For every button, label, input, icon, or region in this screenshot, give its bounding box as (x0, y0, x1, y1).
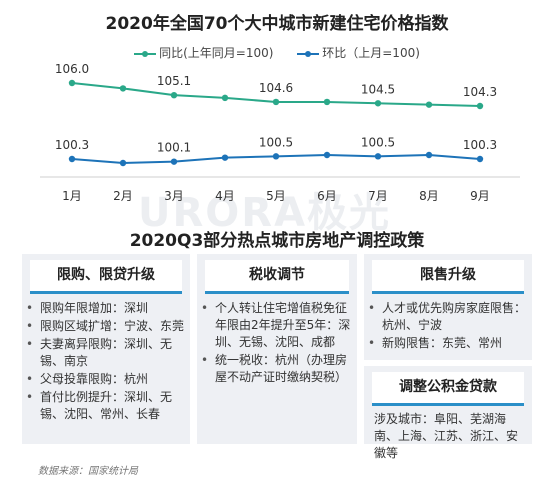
data-point (323, 151, 331, 159)
x-tick-label: 1月 (62, 189, 82, 203)
data-point (476, 102, 484, 110)
data-point (119, 159, 127, 167)
panel-header-sales: 限售升级 (372, 260, 524, 294)
data-label: 104.3 (463, 85, 497, 99)
x-tick-label: 6月 (317, 189, 337, 203)
data-point (170, 91, 178, 99)
data-point (119, 85, 127, 92)
x-tick-label: 2月 (113, 189, 133, 203)
source-note: 数据来源：国家统计局 (38, 466, 138, 477)
legend-item-yoy: 同比(上年同月=100) (134, 44, 273, 61)
x-tick-label: 8月 (419, 189, 439, 203)
list-item: 统一税收：杭州（办理房屋不动产证时缴纳契税） (197, 352, 351, 386)
data-label: 100.5 (259, 135, 293, 149)
legend-swatch-yoy (134, 50, 157, 57)
policy-title: 2020Q3部分热点城市房地产调控政策 (129, 231, 425, 251)
data-point (425, 151, 433, 159)
fund-cities-text: 涉及城市：阜阳、芜湖海南、上海、江苏、浙江、安徽等 (374, 412, 519, 460)
panel-tax: 税收调节 个人转让住宅增值税免征年限由2年提升至5年：深圳、无锡、沈阳、成都 统… (197, 254, 357, 444)
x-tick-label: 5月 (266, 189, 286, 203)
data-label: 100.3 (463, 138, 497, 152)
panel-purchase-loan: 限购、限贷升级 限购年限增加：深圳 限购区域扩增：宁波、东莞 夫妻离异限购：深圳… (22, 254, 190, 444)
list-item: 首付比例提升：深圳、无锡、沈阳、常州、长春 (22, 389, 184, 423)
purchase-list: 限购年限增加：深圳 限购区域扩增：宁波、东莞 夫妻离异限购：深圳、无锡、南京 父… (22, 300, 190, 423)
data-point (221, 154, 229, 161)
data-labels: 106.0 105.1 104.6 104.5 104.3 100.3 100.1 100.5… (55, 62, 497, 155)
list-item: 新购限售：东莞、常州 (364, 335, 526, 352)
chart-title: 2020年全国70个大中城市新建住宅价格指数 (105, 14, 449, 34)
x-tick-label: 7月 (368, 189, 388, 203)
legend-item-mom: 环比（上月=100) (297, 44, 420, 61)
list-item: 父母投靠限购：杭州 (22, 371, 184, 388)
x-tick-label: 3月 (164, 189, 184, 203)
panel-header-purchase: 限购、限贷升级 (30, 260, 182, 294)
data-label: 100.1 (157, 141, 191, 155)
data-point (68, 79, 76, 87)
panel-header-tax: 税收调节 (205, 260, 349, 294)
data-label: 104.6 (259, 81, 293, 95)
legend-swatch-mom (297, 50, 320, 57)
x-tick-label: 9月 (470, 189, 490, 203)
sales-list: 人才或优先购房家庭限售：杭州、宁波 新购限售：东莞、常州 (364, 300, 532, 352)
legend-label-yoy: 同比(上年同月=100) (159, 46, 274, 60)
series-layer (68, 79, 484, 167)
list-item: 个人转让住宅增值税免征年限由2年提升至5年：深圳、无锡、沈阳、成都 (197, 300, 351, 351)
panel-sales: 限售升级 人才或优先购房家庭限售：杭州、宁波 新购限售：东莞、常州 (364, 254, 532, 360)
chart-legend: 同比(上年同月=100) 环比（上月=100) (0, 44, 554, 61)
data-point (68, 155, 76, 163)
x-tick-label: 4月 (215, 189, 235, 203)
list-item: 限购年限增加：深圳 (22, 300, 184, 317)
data-label: 104.5 (361, 82, 395, 96)
data-point (476, 155, 484, 163)
list-item: 夫妻离异限购：深圳、无锡、南京 (22, 336, 184, 370)
data-label: 100.5 (361, 135, 395, 149)
panel-header-fund: 调整公积金贷款 (372, 372, 524, 406)
list-item: 人才或优先购房家庭限售：杭州、宁波 (364, 300, 526, 334)
data-point (425, 101, 433, 108)
data-point (272, 98, 280, 106)
x-axis: 1月 2月 3月 4月 5月 6月 7月 8月 9月 (40, 176, 520, 203)
panel-housing-fund: 调整公积金贷款 涉及城市：阜阳、芜湖海南、上海、江苏、浙江、安徽等 (364, 366, 532, 460)
data-label: 106.0 (55, 62, 89, 76)
data-point (170, 158, 178, 165)
data-point (374, 100, 382, 107)
list-item: 限购区域扩增：宁波、东莞 (22, 318, 184, 335)
data-point (272, 153, 280, 160)
data-label: 100.3 (55, 138, 89, 152)
data-label: 105.1 (157, 74, 191, 88)
tax-list: 个人转让住宅增值税免征年限由2年提升至5年：深圳、无锡、沈阳、成都 统一税收：杭… (197, 300, 357, 386)
data-point (323, 98, 331, 106)
data-point (221, 94, 229, 102)
data-point (374, 153, 382, 160)
legend-label-mom: 环比（上月=100) (322, 46, 420, 60)
watermark-logo: URORA极光 (138, 190, 392, 236)
